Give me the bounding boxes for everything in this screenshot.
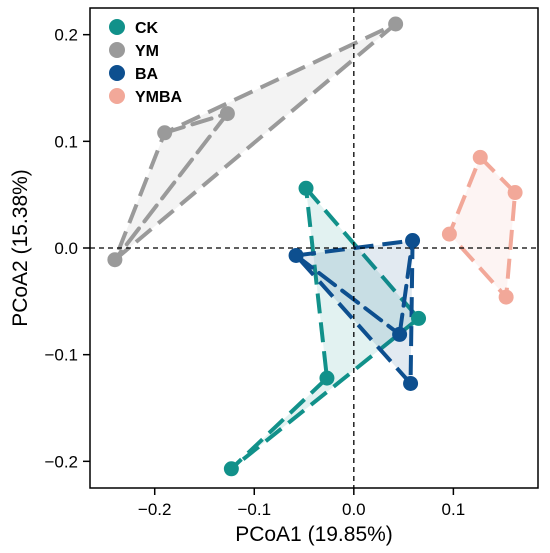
point-ym-1 — [219, 106, 235, 122]
point-ym-3 — [107, 252, 123, 268]
y-tick-label: 0.1 — [54, 132, 78, 151]
point-ck-0 — [298, 180, 314, 196]
point-ba-0 — [288, 247, 304, 263]
segment-ym-1 — [112, 111, 230, 262]
y-tick-label: −0.1 — [44, 346, 78, 365]
point-ba-1 — [405, 233, 421, 249]
segment-ym-0 — [162, 111, 230, 135]
x-tick-label: 0.1 — [442, 500, 466, 519]
legend-label-ymba: YMBA — [135, 89, 183, 106]
x-tick-label: −0.1 — [237, 500, 271, 519]
legend-marker-ba — [109, 65, 125, 81]
segment-ba-0 — [294, 253, 402, 337]
point-ym-2 — [157, 125, 173, 141]
hull-ymba — [447, 155, 518, 300]
legend-marker-ymba — [109, 88, 125, 104]
point-layer — [107, 16, 523, 477]
x-axis-label: PCoA1 (19.85%) — [235, 523, 393, 546]
x-axis-ticks: −0.2 −0.1 0.0 0.1 — [138, 488, 465, 519]
legend-marker-ym — [109, 42, 125, 58]
y-axis-label: PCoA2 (15.38%) — [9, 169, 32, 327]
x-tick-label: −0.2 — [138, 500, 172, 519]
point-ck-2 — [319, 370, 335, 386]
legend-label-ba: BA — [135, 66, 159, 83]
point-ymba-3 — [498, 289, 514, 305]
point-ymba-2 — [441, 226, 457, 242]
hull-ym — [112, 22, 398, 262]
y-tick-label: 0.2 — [54, 26, 78, 45]
point-ymba-1 — [507, 185, 523, 201]
point-ck-3 — [223, 461, 239, 477]
x-tick-label: 0.0 — [342, 500, 366, 519]
reference-lines — [90, 8, 538, 488]
point-ba-3 — [403, 375, 419, 391]
legend-marker-ck — [109, 19, 125, 35]
point-ymba-0 — [472, 149, 488, 165]
legend-label-ck: CK — [135, 20, 159, 37]
y-tick-label: −0.2 — [44, 452, 78, 471]
segment-ba-1 — [397, 238, 415, 337]
point-ba-2 — [392, 326, 408, 342]
legend-label-ym: YM — [135, 43, 159, 60]
y-axis-ticks: −0.2 −0.1 0.0 0.1 0.2 — [44, 26, 90, 471]
point-ym-0 — [388, 16, 404, 32]
point-ck-1 — [411, 310, 427, 326]
y-tick-label: 0.0 — [54, 239, 78, 258]
